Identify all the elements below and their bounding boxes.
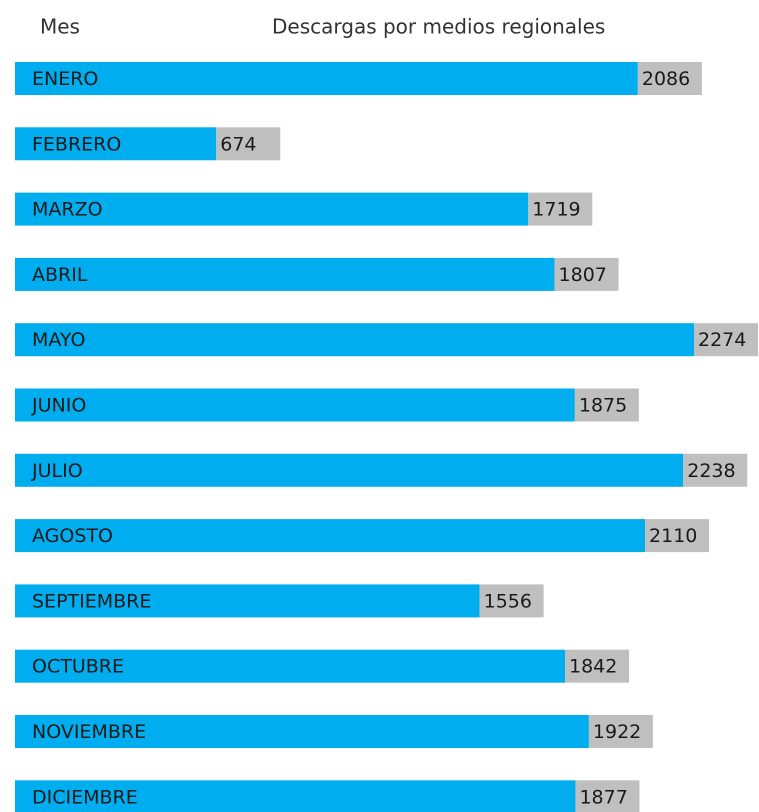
value-label: 1877: [579, 786, 627, 808]
category-label: ABRIL: [32, 264, 88, 286]
value-label: 1556: [484, 590, 532, 612]
category-label: OCTUBRE: [32, 656, 124, 678]
value-label: 2110: [649, 525, 697, 547]
category-label: FEBRERO: [32, 133, 121, 155]
value-label: 674: [220, 133, 256, 155]
value-label: 1875: [579, 395, 627, 417]
value-label: 1807: [559, 264, 607, 286]
value-label: 2238: [687, 460, 735, 482]
bar: [15, 258, 555, 291]
value-label: 1842: [569, 656, 617, 678]
bar: [15, 62, 638, 95]
category-label: MAYO: [32, 329, 85, 351]
bar: [15, 323, 694, 356]
value-label: 1922: [593, 721, 641, 743]
category-label: MARZO: [32, 199, 103, 221]
chart: Mes Descargas por medios regionales ENER…: [0, 0, 759, 812]
category-label: DICIEMBRE: [32, 786, 138, 808]
value-label: 2274: [698, 329, 746, 351]
value-label: 2086: [642, 68, 690, 90]
category-label: JULIO: [31, 460, 83, 482]
bar: [15, 454, 683, 487]
value-label: 1719: [532, 199, 580, 221]
value-header: Descargas por medios regionales: [272, 15, 605, 39]
category-label: ENERO: [32, 68, 98, 90]
category-label: JUNIO: [31, 395, 86, 417]
category-label: SEPTIEMBRE: [32, 590, 151, 612]
category-label: AGOSTO: [32, 525, 113, 547]
category-header: Mes: [40, 15, 80, 39]
bar: [15, 389, 575, 422]
category-label: NOVIEMBRE: [32, 721, 146, 743]
